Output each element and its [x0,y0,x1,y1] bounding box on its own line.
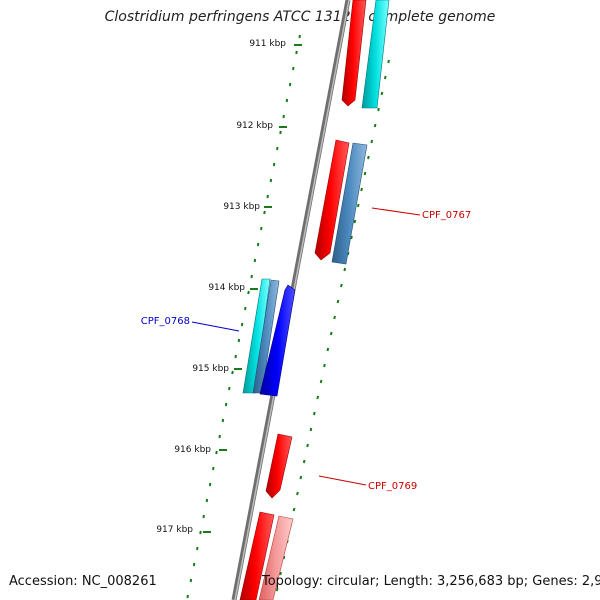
callout-line-cpf-0769 [318,475,367,486]
scale-dot [370,139,374,144]
scale-dot [208,482,212,487]
scale-dot [218,434,221,439]
scale-dot [199,530,202,535]
scale-dot [367,155,370,160]
scale-tick-label: 914 kbp [208,283,245,293]
scale-dot [292,507,296,512]
scale-dot [298,34,301,39]
scale-dot [285,98,289,103]
scale-dotted-track [186,34,301,599]
gene-feature-steelblue[interactable] [331,142,368,265]
scale-dot [234,354,237,359]
scale-dot [215,450,218,455]
scale-tick-label: 916 kbp [174,445,211,455]
gene-label-cpf-0768[interactable]: CPF_0768 [141,316,190,327]
scale-dot [323,363,326,368]
scale-dot [363,171,367,176]
scale-ticks: 911 kbp 912 kbp 913 kbp 914 kbp 915 kbp … [156,39,302,535]
gene-feature-cyan[interactable] [361,0,390,109]
scale-dot [272,162,276,167]
scale-dot [237,338,241,343]
scale-dot [276,146,279,151]
scale-dot [228,386,231,391]
scale-dot [279,571,282,576]
scale-dot [224,402,228,407]
scale-dot [253,258,257,263]
scale-dot [263,210,266,215]
callout-line-cpf-0768 [191,321,240,332]
scale-dot [377,107,380,112]
scale-dot [329,331,333,336]
scale-dot [356,203,360,208]
genome-summary: Topology: circular; Length: 3,256,683 bp… [262,574,600,589]
scale-dot [202,514,205,519]
scale-dot [340,283,343,288]
gene-label-cpf-0769[interactable]: CPF_0769 [368,481,417,492]
scale-dot [266,194,269,199]
scale-dot [319,379,323,384]
callout-line-cpf-0767 [371,207,421,216]
scale-dot [282,555,286,560]
gene-label-cpf-0767[interactable]: CPF_0767 [422,210,471,221]
scale-tick-label: 915 kbp [192,364,229,374]
map-title: Clostridium perfringens ATCC 13124, comp… [104,9,496,25]
scale-dot [247,290,250,295]
gene-feature-pink-bottom[interactable] [258,515,294,600]
scale-dot [192,562,196,567]
scale-tick-label: 911 kbp [249,39,286,49]
gene-callouts: CPF_0767 CPF_0768 CPF_0769 [141,207,471,492]
accession-label: Accession: NC_008261 [9,574,157,589]
scale-dot [205,498,209,503]
scale-dot [302,459,306,464]
scale-dot [387,59,390,64]
scale-dot [196,546,199,551]
reverse-strand-features [242,278,296,397]
scale-dot [309,427,313,432]
scale-dot [269,178,273,183]
gene-feature-red[interactable] [341,0,367,107]
gene-feature-cpf-0767[interactable] [314,139,350,261]
scale-dot [299,475,303,480]
scale-dot [292,66,295,71]
scale-dot [326,347,330,352]
scale-dot [316,395,320,400]
scale-dot [380,91,384,96]
scale-dot [350,235,353,240]
scale-dot [250,274,253,279]
scale-dot [212,466,215,471]
scale-dot [306,443,309,448]
scale-dot [333,315,336,320]
scale-dot [189,578,193,583]
scale-dot [295,50,298,55]
scale-dot [288,82,292,87]
gene-feature-red-bottom[interactable] [239,511,275,600]
scale-dot [260,226,263,231]
scale-dot [282,114,285,119]
scale-dot [186,594,189,599]
gene-feature-cpf-0768[interactable] [259,284,296,397]
scale-dot [360,187,363,192]
scale-dot [296,491,299,496]
gene-feature-cpf-0769[interactable] [265,433,293,499]
scale-tick-label: 912 kbp [236,121,273,131]
scale-dot [313,411,316,416]
scale-dot [383,75,387,80]
scale-tick-label: 913 kbp [223,202,260,212]
scale-dot [231,370,234,375]
forward-strand-features [314,0,390,265]
lower-forward-features [239,433,294,600]
scale-dot [373,123,377,128]
scale-dot [256,242,260,247]
right-dotted-track [275,59,390,592]
scale-dot [244,306,247,311]
scale-dot [240,322,244,327]
scale-tick-label: 917 kbp [156,525,193,535]
scale-dot [336,299,340,304]
scale-dot [221,418,225,423]
scale-dot [353,219,357,224]
scale-dot [279,130,282,135]
scale-dot [343,267,347,272]
scale-dot [275,587,279,592]
